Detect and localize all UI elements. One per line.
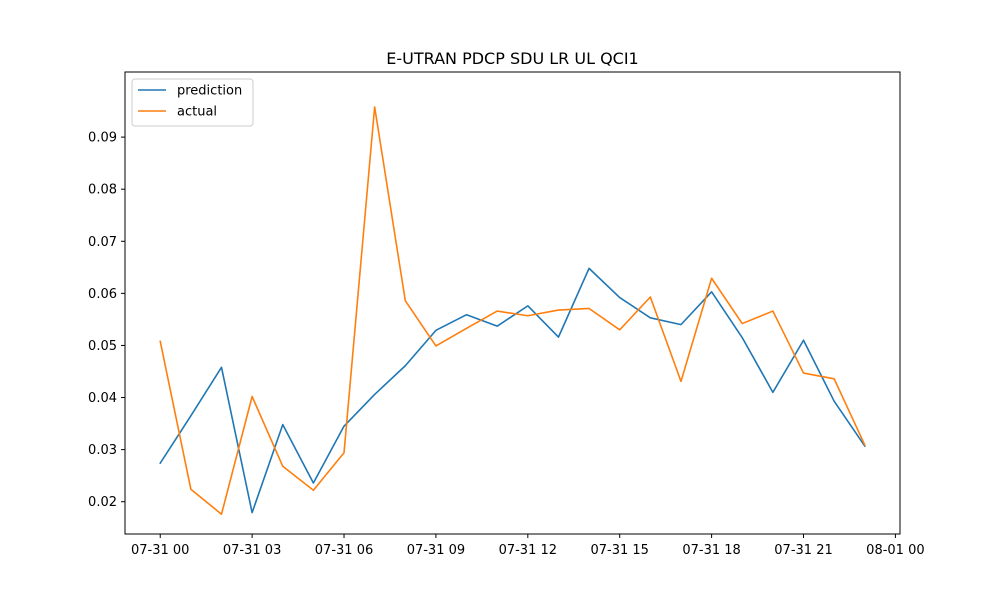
x-tick-label: 07-31 06 — [315, 543, 373, 558]
y-tick-label: 0.02 — [88, 495, 117, 510]
y-tick-label: 0.03 — [88, 443, 117, 458]
y-tick-label: 0.06 — [88, 287, 117, 302]
y-axis: 0.02 0.03 0.04 0.05 0.06 0.07 0.08 0.09 — [88, 131, 125, 510]
x-tick-label: 07-31 12 — [499, 543, 557, 558]
legend-label-prediction: prediction — [177, 84, 242, 99]
plot-frame — [124, 71, 901, 535]
x-tick-label: 08-01 00 — [866, 543, 924, 558]
chart-title: E-UTRAN PDCP SDU LR UL QCI1 — [386, 49, 638, 68]
y-tick-label: 0.09 — [88, 131, 117, 146]
x-tick-label: 07-31 09 — [407, 543, 465, 558]
x-tick-label: 07-31 03 — [223, 543, 281, 558]
x-tick-label: 07-31 00 — [131, 543, 189, 558]
plot-area — [125, 72, 900, 534]
series-line-actual — [159, 106, 866, 516]
y-tick-label: 0.05 — [88, 339, 117, 354]
y-tick-label: 0.08 — [88, 183, 117, 198]
y-tick-label: 0.07 — [88, 235, 117, 250]
x-tick-label: 07-31 18 — [682, 543, 740, 558]
x-tick-label: 07-31 21 — [774, 543, 832, 558]
legend: prediction actual — [131, 78, 254, 127]
y-tick-label: 0.04 — [88, 391, 117, 406]
legend-label-actual: actual — [177, 105, 217, 120]
x-tick-label: 07-31 15 — [590, 543, 648, 558]
series-lines — [159, 106, 866, 516]
series-line-prediction — [159, 267, 866, 514]
x-axis: 07-31 00 07-31 03 07-31 06 07-31 09 07-31 12… — [131, 534, 925, 558]
